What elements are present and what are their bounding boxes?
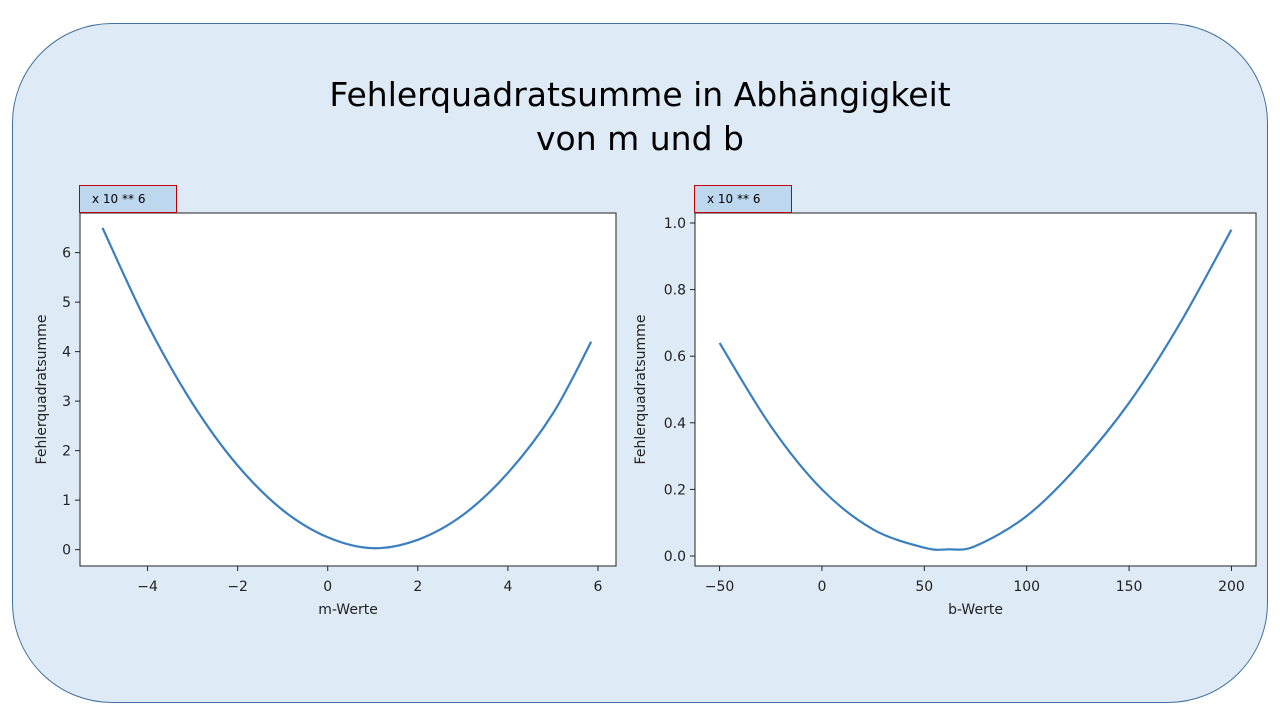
y-tick-label: 0.6 xyxy=(664,349,686,365)
x-tick-label: 100 xyxy=(1013,579,1040,595)
y-tick-label: 0.0 xyxy=(664,549,686,565)
x-tick-label: −50 xyxy=(705,579,735,595)
slide-title: Fehlerquadratsumme in Abhängigkeit von m… xyxy=(0,73,1280,161)
plot-frame xyxy=(79,212,617,567)
x-tick-label: 50 xyxy=(915,579,933,595)
y-tick-label: 0.8 xyxy=(664,283,686,299)
x-tick-label: −4 xyxy=(137,579,158,595)
x-tick-label: 0 xyxy=(817,579,826,595)
y-tick-label: 0.2 xyxy=(664,482,686,498)
series-line xyxy=(101,227,593,550)
chart-m-werte: −4 −2 0 2 4 6 0 1 2 3 4 5 6 m-Werte Fehlerquadratsumme xyxy=(34,212,617,618)
x-tick-label: 200 xyxy=(1218,579,1245,595)
y-tick-label: 2 xyxy=(62,444,71,460)
plot-area xyxy=(80,213,616,566)
series-line xyxy=(718,229,1233,551)
slide-title-line-2: von m und b xyxy=(536,119,744,158)
x-tick-label: 4 xyxy=(503,579,512,595)
y-tick-label: 1 xyxy=(62,493,71,509)
x-axis-label: m-Werte xyxy=(318,602,378,618)
plot-area xyxy=(695,213,1256,566)
y-axis-label: Fehlerquadratsumme xyxy=(633,315,649,465)
y-tick-label: 6 xyxy=(62,246,71,262)
scale-badge-m: x 10 ** 6 xyxy=(79,185,177,213)
y-tick-label: 1.0 xyxy=(664,216,686,232)
x-tick-label: −2 xyxy=(227,579,248,595)
plot-frame xyxy=(694,212,1257,567)
x-tick-label: 2 xyxy=(413,579,422,595)
scale-badge-b: x 10 ** 6 xyxy=(694,185,792,213)
x-tick-label: 150 xyxy=(1116,579,1143,595)
x-tick-label: 6 xyxy=(594,579,603,595)
y-tick-label: 3 xyxy=(62,394,71,410)
y-tick-label: 0 xyxy=(62,543,71,559)
y-tick-label: 0.4 xyxy=(664,416,686,432)
x-axis-label: b-Werte xyxy=(948,602,1003,618)
y-axis-label: Fehlerquadratsumme xyxy=(34,315,50,465)
chart-b-werte: −50 0 50 100 150 200 0.0 0.2 0.4 0.6 0.8 1.0 b-Werte… xyxy=(633,212,1257,618)
y-tick-label: 5 xyxy=(62,295,71,311)
x-tick-label: 0 xyxy=(323,579,332,595)
slide-title-line-1: Fehlerquadratsumme in Abhängigkeit xyxy=(329,75,951,114)
y-tick-label: 4 xyxy=(62,345,71,361)
